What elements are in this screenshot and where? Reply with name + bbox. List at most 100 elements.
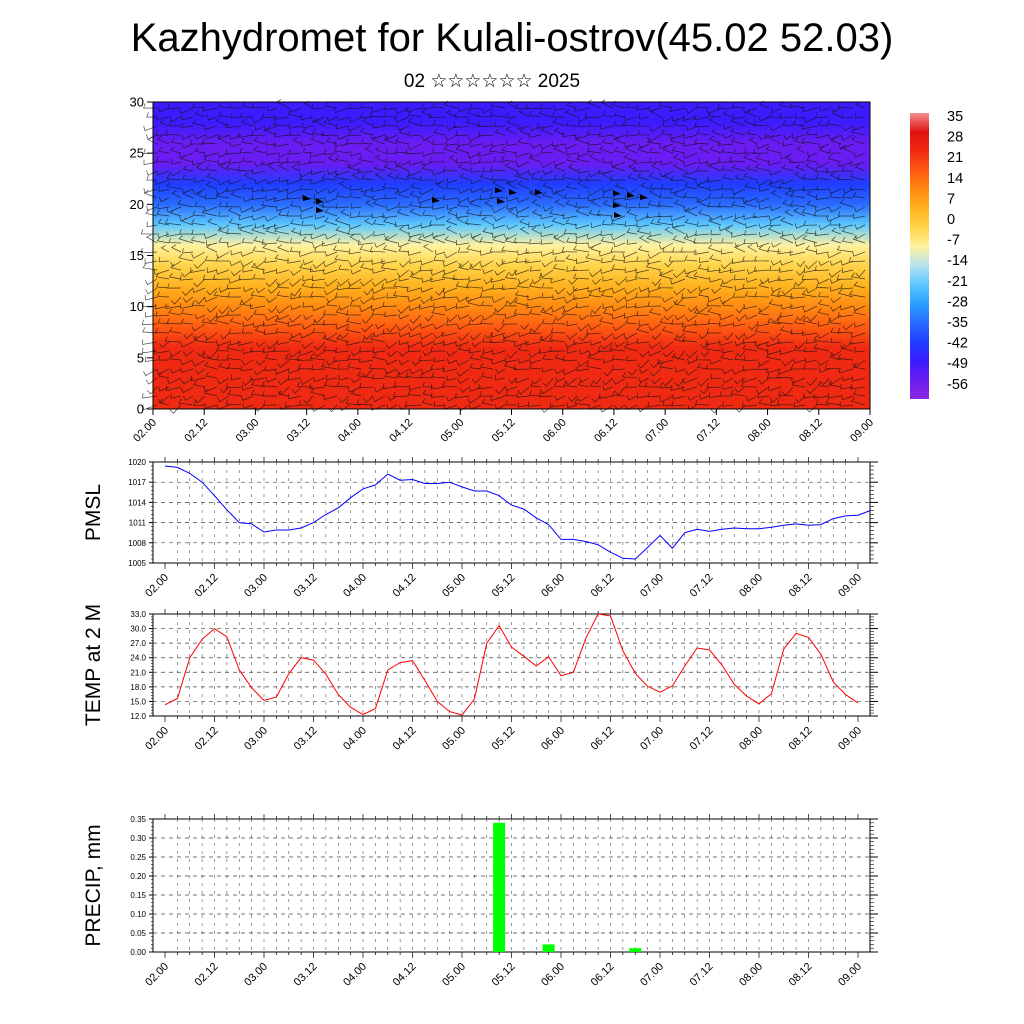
wind-barb — [587, 188, 602, 196]
colorbar-label: -21 — [947, 274, 968, 290]
wind-barb — [779, 152, 794, 160]
wind-barb — [661, 116, 674, 123]
wind-barb — [321, 130, 338, 136]
wind-barb — [296, 355, 314, 361]
wind-barb — [203, 124, 218, 130]
wind-barb — [576, 395, 590, 402]
wind-barb — [623, 332, 638, 340]
wind-barb — [770, 286, 782, 293]
wind-barb — [338, 305, 350, 311]
wind-barb — [634, 215, 650, 222]
colorbar-label: 35 — [947, 109, 963, 125]
wind-barb — [470, 159, 482, 165]
wind-barb — [145, 287, 158, 295]
wind-flag — [613, 202, 621, 208]
wind-barb — [528, 309, 542, 316]
wind-barb — [658, 271, 674, 280]
wind-barb — [346, 340, 362, 346]
wind-barb — [649, 147, 662, 154]
wind-barb — [504, 300, 518, 307]
wind-barb — [310, 291, 326, 298]
wind-barb — [252, 116, 266, 124]
wind-barb — [850, 397, 866, 406]
wind-barb — [241, 328, 254, 334]
wind-barb — [660, 383, 674, 389]
wind-barb — [312, 129, 326, 136]
wind-barb — [743, 214, 758, 220]
wind-barb — [286, 179, 302, 185]
wind-barb — [481, 107, 494, 114]
wind-barb — [277, 359, 290, 369]
wind-barb — [166, 318, 182, 325]
wind-barb — [610, 219, 626, 226]
wind-barb — [372, 352, 386, 361]
wind-barb — [226, 343, 242, 352]
wind-barb — [734, 173, 746, 181]
wind-barb — [345, 310, 362, 316]
wind-barb — [406, 286, 422, 293]
wind-barb — [446, 375, 458, 381]
wind-barb — [241, 183, 254, 190]
wind-barb — [602, 303, 614, 309]
wind-barb — [577, 180, 590, 190]
wind-barb — [650, 163, 662, 172]
wind-barb — [204, 332, 218, 341]
wind-barb — [349, 130, 362, 137]
wind-barb — [489, 165, 506, 172]
wind-barb — [360, 186, 374, 193]
wind-barb — [373, 331, 386, 338]
wind-barb — [170, 146, 182, 154]
wind-barb — [854, 233, 866, 240]
wind-barb — [614, 404, 626, 411]
wind-barb — [371, 259, 386, 265]
wind-barb — [264, 215, 278, 222]
wind-barb — [479, 292, 494, 298]
wind-barb — [549, 346, 566, 352]
wind-barb — [796, 260, 806, 268]
wind-barb — [433, 323, 446, 330]
wind-barb — [288, 107, 302, 113]
wind-barb — [735, 404, 746, 413]
wind-barb — [157, 203, 170, 210]
wind-barb — [589, 269, 602, 278]
wind-barb — [793, 137, 806, 145]
wind-barb — [802, 185, 818, 192]
wind-barb — [836, 245, 854, 253]
wind-barb — [828, 314, 842, 323]
wind-barb — [407, 110, 422, 118]
wind-barb — [720, 214, 734, 221]
wind-barb — [806, 190, 818, 199]
wind-barb — [674, 120, 686, 127]
wind-barb — [302, 122, 314, 129]
wind-barb — [698, 257, 710, 263]
wind-barb — [195, 164, 206, 172]
wind-barb — [662, 400, 674, 406]
wind-barb — [409, 201, 422, 208]
wind-barb — [830, 327, 842, 334]
wind-barb — [458, 332, 470, 342]
wind-barb — [421, 164, 434, 172]
wind-barb — [528, 390, 542, 397]
wind-barb — [196, 350, 206, 357]
wind-barb — [650, 108, 662, 118]
wind-barb — [278, 176, 290, 183]
wind-barb — [694, 308, 710, 316]
wind-barb — [790, 293, 806, 299]
wind-barb — [518, 345, 530, 352]
wind-barb — [553, 174, 566, 181]
wind-barb — [240, 395, 254, 401]
y-tick-label: 0.35 — [130, 815, 146, 824]
wind-barb — [587, 286, 602, 293]
wind-barb — [578, 349, 590, 355]
wind-barb — [321, 362, 338, 370]
wind-barb — [324, 278, 338, 287]
wind-barb — [253, 368, 266, 376]
wind-barb — [420, 341, 434, 348]
wind-barb — [241, 384, 254, 391]
wind-barb — [531, 226, 542, 235]
wind-barb — [325, 101, 338, 109]
wind-barb — [239, 299, 254, 307]
wind-barb — [780, 312, 794, 318]
wind-barb — [457, 314, 470, 320]
wind-barb — [368, 363, 386, 370]
